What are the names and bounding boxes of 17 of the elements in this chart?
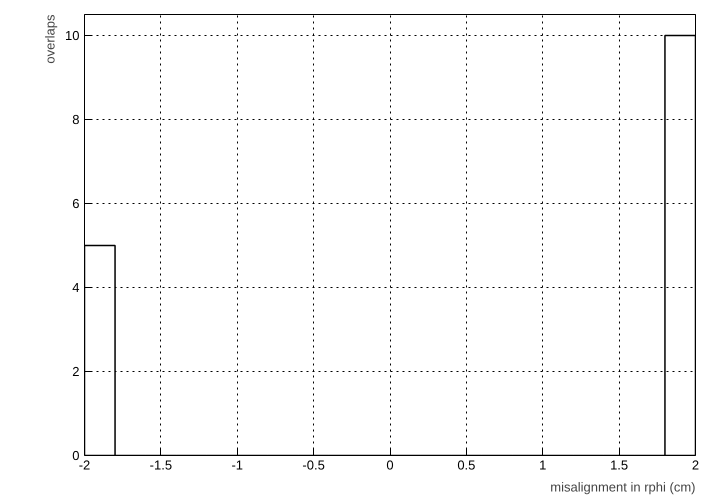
y-tick-label: 2 — [72, 364, 80, 379]
y-axis-title: overlaps — [42, 14, 58, 64]
y-tick-label: 6 — [72, 196, 80, 211]
y-tick-label: 10 — [65, 28, 80, 43]
y-tick-label: 4 — [72, 280, 80, 295]
x-tick-label: 1.5 — [610, 458, 628, 472]
x-tick-label: -1 — [231, 458, 244, 472]
x-tick-label: 2 — [692, 458, 700, 472]
x-tick-label: 0 — [386, 458, 394, 472]
x-tick-label: 0.5 — [457, 458, 476, 472]
x-tick-label: -0.5 — [302, 458, 325, 472]
x-tick-label: -1.5 — [150, 458, 172, 472]
y-tick-label: 8 — [72, 112, 80, 127]
x-tick-label: 1 — [539, 458, 546, 472]
x-axis-title: misalignment in rphi (cm) — [550, 480, 696, 494]
x-tick-label: -2 — [78, 458, 90, 472]
y-tick-label: 0 — [72, 448, 80, 463]
